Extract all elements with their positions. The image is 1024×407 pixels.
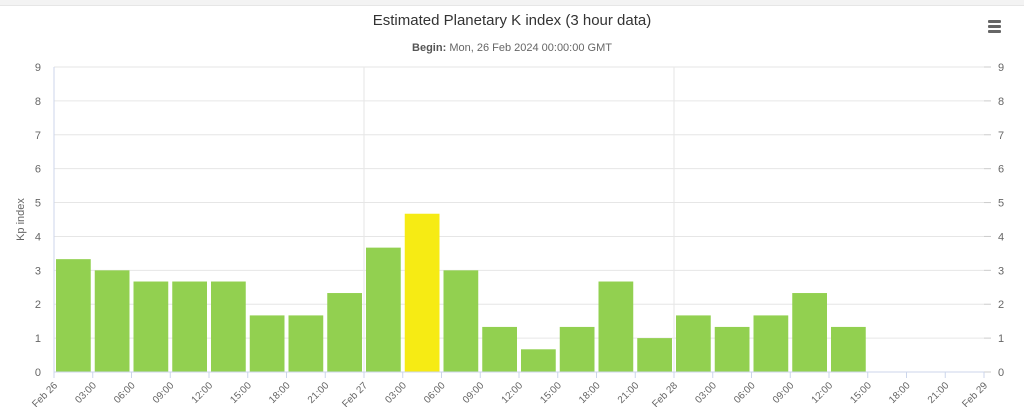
kp-bar [753, 315, 789, 372]
x-tick-label: 03:00 [73, 380, 99, 406]
kp-bar [94, 270, 130, 372]
kp-bar [676, 315, 711, 372]
x-tick-label: Feb 28 [650, 380, 680, 407]
y-tick-label-left: 0 [35, 367, 41, 379]
x-tick-label: 03:00 [383, 380, 409, 406]
y-tick-label-right: 0 [998, 367, 1004, 379]
y-tick-label-left: 4 [35, 231, 41, 243]
y-tick-label-left: 8 [35, 96, 41, 108]
x-tick-label: 18:00 [577, 380, 603, 406]
x-tick-label: 12:00 [810, 380, 836, 406]
x-tick-label: 21:00 [306, 380, 332, 406]
kp-bar [521, 349, 556, 372]
x-tick-label: 06:00 [422, 380, 448, 406]
kp-bar [249, 315, 285, 372]
y-tick-label-left: 1 [35, 333, 41, 345]
kp-bar [366, 247, 401, 372]
x-tick-label: Feb 27 [340, 380, 370, 407]
kp-bar [404, 213, 440, 372]
x-tick-label: 15:00 [228, 380, 254, 406]
x-tick-label: 09:00 [151, 380, 177, 406]
y-tick-label-right: 6 [998, 164, 1004, 176]
kp-bar [482, 326, 517, 372]
y-tick-label-left: 7 [35, 130, 41, 142]
x-tick-label: 06:00 [732, 380, 758, 406]
y-tick-label-left: 3 [35, 265, 41, 277]
x-tick-label: 21:00 [616, 380, 642, 406]
y-tick-label-left: 5 [35, 198, 41, 210]
x-tick-label: Feb 29 [960, 380, 990, 407]
chart-title: Estimated Planetary K index (3 hour data… [372, 12, 652, 29]
chart-subtitle: Begin: Mon, 26 Feb 2024 00:00:00 GMT [0, 42, 1024, 54]
y-tick-label-right: 8 [998, 96, 1004, 108]
top-border [0, 0, 1024, 6]
kp-bar [211, 281, 246, 372]
kp-bar [288, 315, 324, 372]
kp-bar [443, 270, 479, 372]
x-tick-label: 09:00 [771, 380, 797, 406]
kp-bar [831, 326, 866, 372]
kp-bar [714, 326, 750, 372]
subtitle-value: Mon, 26 Feb 2024 00:00:00 GMT [449, 42, 612, 54]
kp-bar [172, 281, 207, 372]
x-tick-label: 03:00 [693, 380, 719, 406]
kp-bar [792, 293, 827, 372]
y-tick-label-right: 4 [998, 231, 1004, 243]
x-tick-label: Feb 26 [30, 380, 60, 407]
kp-bar [133, 281, 169, 372]
x-tick-label: 18:00 [887, 380, 913, 406]
kp-bar [559, 326, 595, 372]
x-tick-label: 09:00 [461, 380, 487, 406]
x-tick-label: 06:00 [112, 380, 138, 406]
x-tick-label: 15:00 [538, 380, 564, 406]
kp-bar [327, 293, 362, 372]
x-tick-label: 12:00 [190, 380, 216, 406]
x-tick-label: 15:00 [848, 380, 874, 406]
x-tick-label: 12:00 [500, 380, 526, 406]
x-tick-label: 21:00 [926, 380, 952, 406]
subtitle-label: Begin: [412, 42, 447, 54]
y-tick-label-right: 1 [998, 333, 1004, 345]
y-tick-label-right: 2 [998, 299, 1004, 311]
y-tick-label-right: 7 [998, 130, 1004, 142]
y-tick-label-left: 2 [35, 299, 41, 311]
y-tick-label-right: 5 [998, 198, 1004, 210]
hamburger-icon[interactable] [985, 17, 1005, 35]
y-tick-label-right: 9 [998, 62, 1004, 74]
kp-bar [56, 259, 91, 372]
x-tick-label: 18:00 [267, 380, 293, 406]
kp-bar [598, 281, 634, 372]
y-axis-title: Kp index [15, 198, 27, 241]
kp-bar [637, 338, 672, 372]
y-tick-label-right: 3 [998, 265, 1004, 277]
y-tick-label-left: 6 [35, 164, 41, 176]
y-tick-label-left: 9 [35, 62, 41, 74]
